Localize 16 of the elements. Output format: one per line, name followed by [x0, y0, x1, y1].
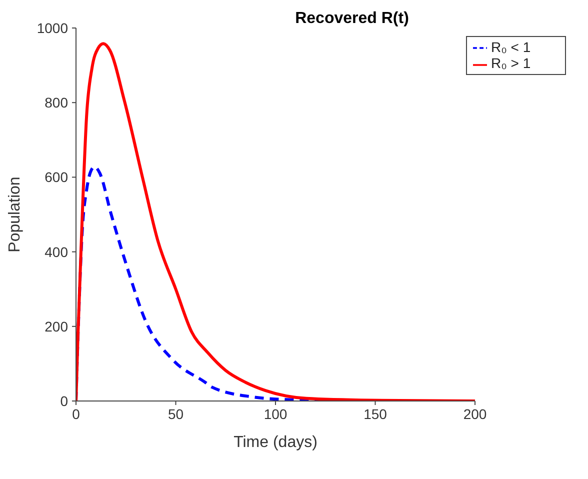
y-tick-label: 600 — [44, 169, 68, 186]
y-tick-label: 400 — [44, 244, 68, 260]
x-tick-label: 200 — [463, 406, 487, 422]
legend-label: R₀ < 1 — [491, 39, 531, 55]
y-tick-label: 200 — [44, 318, 68, 334]
y-axis-title: Population — [6, 176, 24, 252]
x-tick-label: 100 — [264, 406, 288, 422]
legend-label: R₀ > 1 — [491, 55, 531, 72]
x-axis-title: Time (days) — [234, 434, 318, 451]
x-tick-label: 0 — [72, 406, 80, 422]
x-tick-label: 50 — [168, 406, 184, 422]
y-tick-label: 800 — [44, 94, 68, 111]
x-tick-label: 150 — [364, 406, 388, 422]
y-tick-label: 0 — [60, 392, 68, 409]
chart-title: Recovered R(t) — [295, 10, 409, 27]
y-tick-label: 1000 — [36, 20, 68, 36]
